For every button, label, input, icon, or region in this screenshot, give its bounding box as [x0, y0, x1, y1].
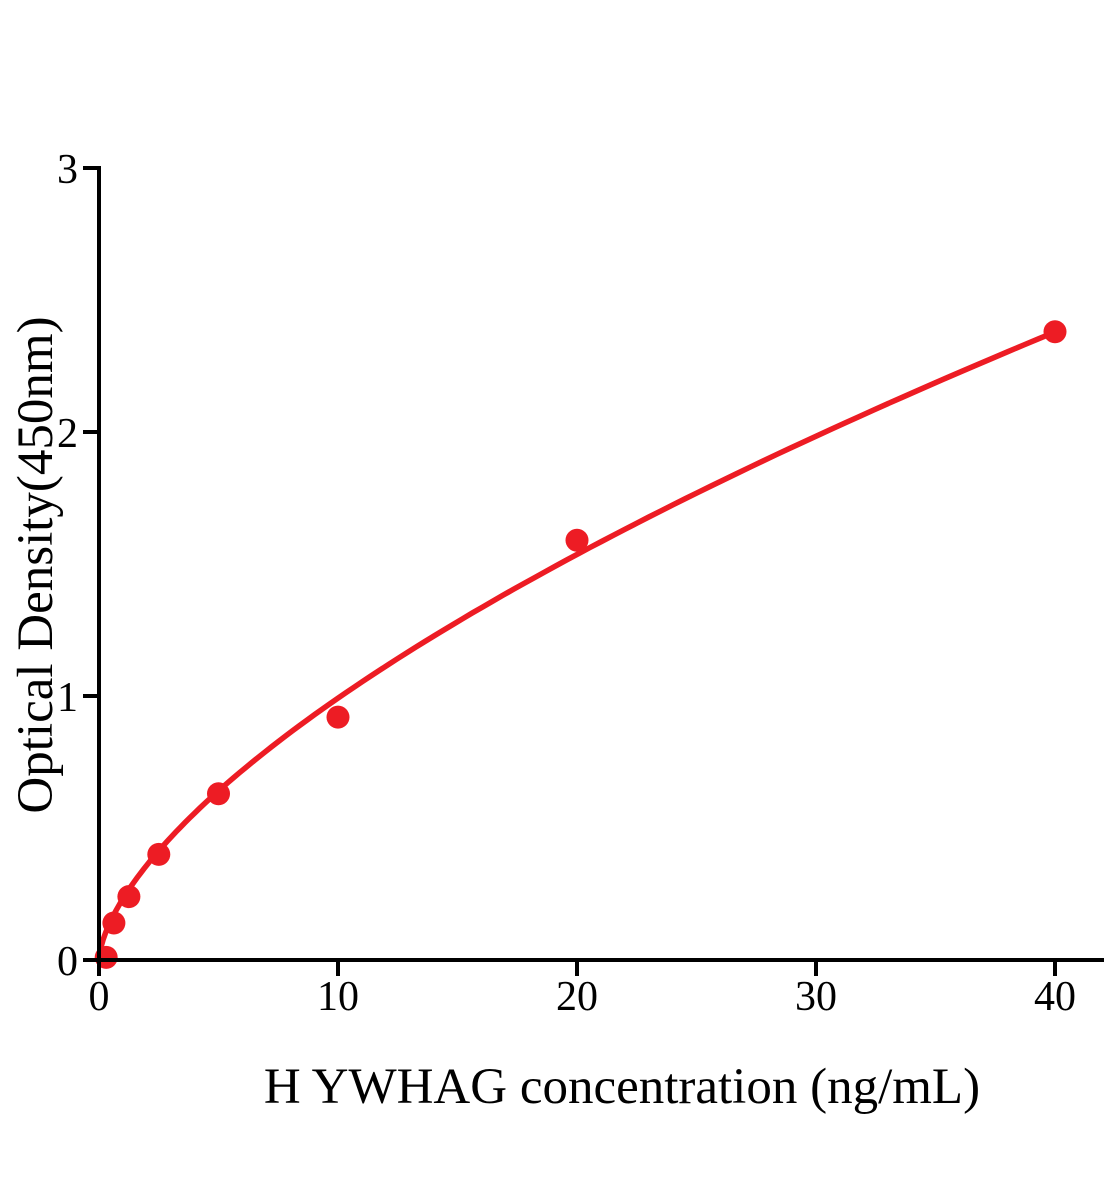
x-tick-label: 0	[89, 974, 110, 1020]
data-point	[326, 705, 350, 729]
x-tick-label: 40	[1034, 974, 1076, 1020]
y-tick-group: 0 1 2 3	[57, 147, 99, 985]
x-tick-label: 30	[795, 974, 837, 1020]
x-axis-title: H YWHAG concentration (ng/mL)	[264, 1059, 980, 1115]
x-tick-label: 20	[556, 974, 598, 1020]
data-point	[147, 842, 171, 866]
data-point	[207, 782, 230, 806]
y-tick-label: 2	[57, 411, 78, 457]
y-tick-label: 1	[57, 675, 78, 721]
y-tick-label: 3	[57, 147, 78, 193]
data-points	[94, 320, 1067, 969]
y-tick-label: 0	[57, 939, 78, 985]
data-point	[1043, 320, 1067, 344]
x-tick-group: 0 10 20 30 40	[89, 960, 1076, 1020]
data-point	[102, 911, 126, 935]
data-point	[565, 528, 589, 552]
y-axis-title: Optical Density(450nm)	[8, 316, 64, 813]
x-tick-label: 10	[317, 974, 359, 1020]
data-point	[117, 885, 141, 909]
axes	[97, 166, 1104, 962]
fit-curve-line	[96, 329, 1058, 963]
